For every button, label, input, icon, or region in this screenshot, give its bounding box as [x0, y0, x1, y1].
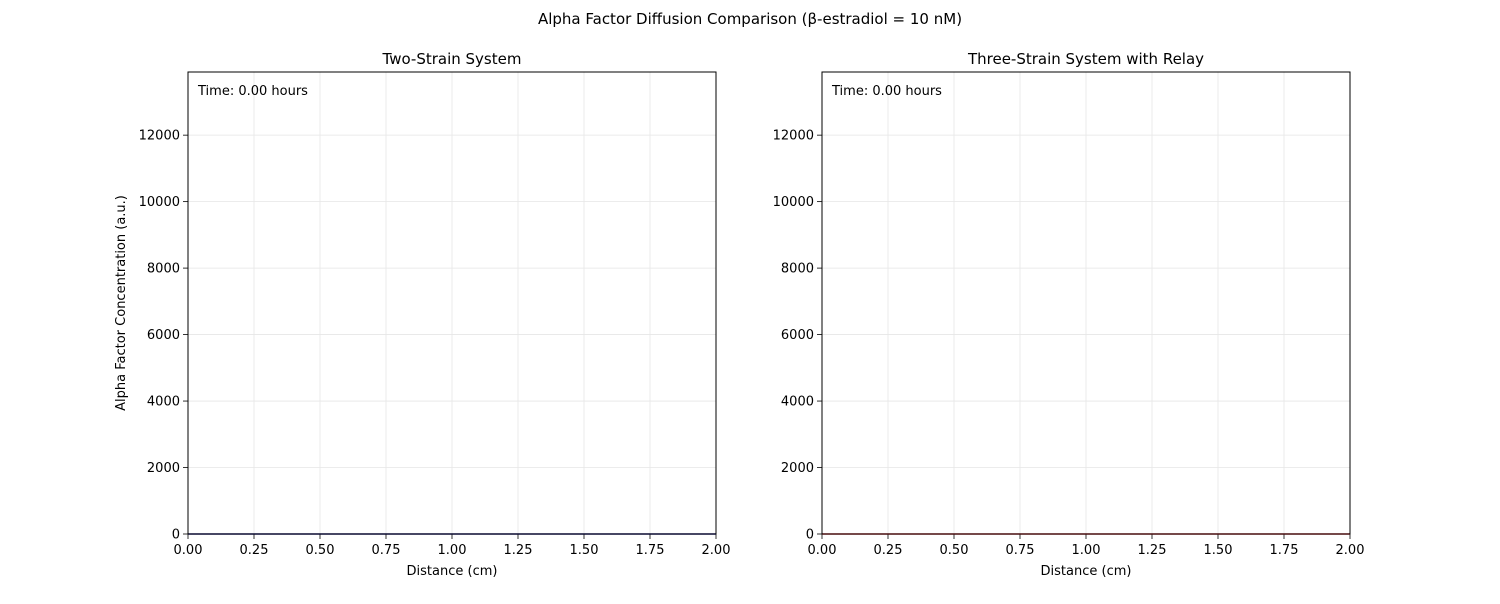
x-tick-label: 0.50 — [306, 543, 335, 558]
y-tick-label: 4000 — [147, 395, 180, 410]
x-axis-label: Distance (cm) — [407, 564, 498, 579]
x-tick-label: 2.00 — [1336, 543, 1365, 558]
plot-panel-two-strain: Two-Strain System Distance (cm) Alpha Fa… — [114, 50, 730, 579]
time-annotation: Time: 0.00 hours — [831, 84, 942, 99]
x-tick-label: 0.00 — [174, 543, 203, 558]
x-tick-label: 0.25 — [240, 543, 269, 558]
axes-frame — [187, 71, 717, 535]
y-tick-label: 8000 — [781, 262, 814, 277]
y-tick-label: 0 — [172, 528, 180, 543]
x-tick-label: 1.75 — [636, 543, 665, 558]
y-axis-label: Alpha Factor Concentration (a.u.) — [114, 195, 129, 411]
y-tick-label: 6000 — [781, 328, 814, 343]
x-tick-label: 2.00 — [702, 543, 731, 558]
y-tick-label: 12000 — [139, 129, 180, 144]
x-tick-label: 1.00 — [438, 543, 467, 558]
x-tick-label: 0.75 — [372, 543, 401, 558]
time-annotation: Time: 0.00 hours — [197, 84, 308, 99]
y-tick-label: 6000 — [147, 328, 180, 343]
x-tick-label: 0.75 — [1006, 543, 1035, 558]
y-tick-label: 10000 — [139, 195, 180, 210]
x-tick-label: 1.50 — [1204, 543, 1233, 558]
y-tick-label: 0 — [806, 528, 814, 543]
y-tick-label: 2000 — [147, 461, 180, 476]
y-tick-label: 10000 — [773, 195, 814, 210]
x-tick-label: 1.50 — [570, 543, 599, 558]
axis-ticks: 0.00 0.25 0.50 0.75 1.00 1.25 1.50 1.75 2.00 0 200… — [773, 129, 1365, 558]
y-tick-label: 8000 — [147, 262, 180, 277]
x-tick-label: 1.25 — [504, 543, 533, 558]
panel-title: Two-Strain System — [382, 50, 522, 68]
x-tick-label: 1.25 — [1138, 543, 1167, 558]
y-tick-label: 4000 — [781, 395, 814, 410]
x-tick-label: 0.00 — [808, 543, 837, 558]
x-tick-label: 0.50 — [940, 543, 969, 558]
axes-frame — [821, 71, 1351, 535]
x-axis-label: Distance (cm) — [1041, 564, 1132, 579]
y-tick-label: 2000 — [781, 461, 814, 476]
grid-lines — [821, 72, 1351, 535]
y-tick-label: 12000 — [773, 129, 814, 144]
x-tick-label: 0.25 — [874, 543, 903, 558]
axis-ticks: 0.00 0.25 0.50 0.75 1.00 1.25 1.50 1.75 2.00 0 200… — [139, 129, 731, 558]
grid-lines — [187, 72, 717, 535]
figure-suptitle: Alpha Factor Diffusion Comparison (β-est… — [538, 10, 962, 28]
panel-title: Three-Strain System with Relay — [967, 50, 1204, 68]
plot-panel-three-strain: Three-Strain System with Relay Distance … — [773, 50, 1365, 579]
x-tick-label: 1.00 — [1072, 543, 1101, 558]
x-tick-label: 1.75 — [1270, 543, 1299, 558]
